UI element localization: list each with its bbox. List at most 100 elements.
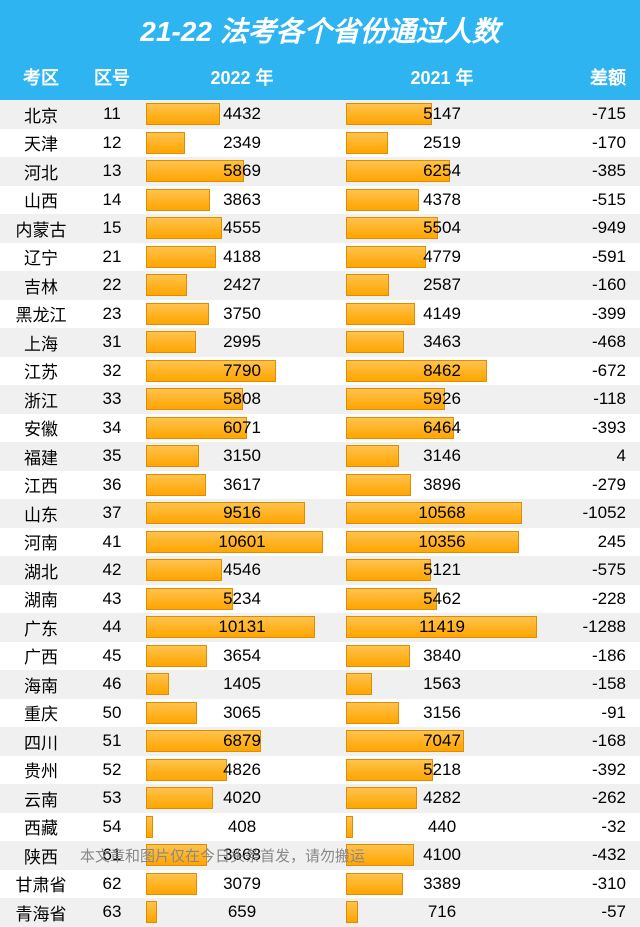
cell-code: 52: [82, 760, 142, 780]
header-region: 考区: [0, 64, 82, 90]
cell-code: 63: [82, 902, 142, 922]
cell-region: 福建: [0, 444, 82, 469]
cell-diff: -432: [542, 845, 640, 865]
bar-value: 4020: [146, 787, 338, 809]
cell-region: 内蒙古: [0, 216, 82, 241]
cell-region: 天津: [0, 130, 82, 155]
bar-value: 6071: [146, 417, 338, 439]
bar-value: 5121: [346, 559, 538, 581]
table-row: 北京1144325147-715: [0, 100, 640, 129]
table-row: 江苏3277908462-672: [0, 357, 640, 386]
table-row: 天津1223492519-170: [0, 129, 640, 158]
cell-2021: 10356: [342, 531, 542, 553]
bar-value: 6879: [146, 730, 338, 752]
bar-value: 2587: [346, 274, 538, 296]
cell-2022: 3668: [142, 844, 342, 866]
cell-2022: 408: [142, 816, 342, 838]
bar-value: 6464: [346, 417, 538, 439]
cell-code: 35: [82, 446, 142, 466]
bar-value: 10568: [346, 502, 538, 524]
cell-2022: 5869: [142, 160, 342, 182]
cell-region: 湖北: [0, 558, 82, 583]
cell-code: 21: [82, 247, 142, 267]
bar-value: 7047: [346, 730, 538, 752]
cell-code: 14: [82, 190, 142, 210]
cell-region: 浙江: [0, 387, 82, 412]
cell-2022: 9516: [142, 502, 342, 524]
cell-code: 41: [82, 532, 142, 552]
table-row: 贵州5248265218-392: [0, 756, 640, 785]
cell-2021: 4149: [342, 303, 542, 325]
bar-value: 3617: [146, 474, 338, 496]
table-row: 辽宁2141884779-591: [0, 243, 640, 272]
bar-value: 10131: [146, 616, 338, 638]
bar-value: 408: [146, 816, 338, 838]
bar-value: 10601: [146, 531, 338, 553]
table-row: 湖北4245465121-575: [0, 556, 640, 585]
cell-code: 51: [82, 731, 142, 751]
cell-2021: 5218: [342, 759, 542, 781]
cell-2022: 6071: [142, 417, 342, 439]
table-row: 内蒙古1545555504-949: [0, 214, 640, 243]
bar-value: 4555: [146, 217, 338, 239]
cell-code: 61: [82, 845, 142, 865]
cell-2022: 4546: [142, 559, 342, 581]
cell-2022: 4826: [142, 759, 342, 781]
cell-code: 42: [82, 560, 142, 580]
bar-value: 3863: [146, 189, 338, 211]
bar-value: 3896: [346, 474, 538, 496]
bar-value: 1405: [146, 673, 338, 695]
cell-2022: 3065: [142, 702, 342, 724]
cell-code: 43: [82, 589, 142, 609]
cell-region: 吉林: [0, 273, 82, 298]
cell-diff: 4: [542, 446, 640, 466]
cell-2022: 3654: [142, 645, 342, 667]
cell-region: 陕西: [0, 843, 82, 868]
cell-region: 黑龙江: [0, 301, 82, 326]
cell-code: 11: [82, 104, 142, 124]
cell-region: 北京: [0, 102, 82, 127]
cell-diff: -262: [542, 788, 640, 808]
cell-code: 33: [82, 389, 142, 409]
bar-value: 1563: [346, 673, 538, 695]
cell-2021: 5121: [342, 559, 542, 581]
cell-2021: 10568: [342, 502, 542, 524]
cell-code: 32: [82, 361, 142, 381]
cell-2022: 4555: [142, 217, 342, 239]
table-row: 青海省63659716-57: [0, 898, 640, 927]
table-row: 重庆5030653156-91: [0, 699, 640, 728]
cell-diff: -228: [542, 589, 640, 609]
bar-value: 3750: [146, 303, 338, 325]
cell-2021: 716: [342, 901, 542, 923]
cell-2022: 3617: [142, 474, 342, 496]
cell-diff: -118: [542, 389, 640, 409]
table-row: 河北1358696254-385: [0, 157, 640, 186]
header-code: 区号: [82, 64, 142, 90]
table-row: 湖南4352345462-228: [0, 585, 640, 614]
cell-2022: 10131: [142, 616, 342, 638]
table-row: 浙江3358085926-118: [0, 385, 640, 414]
cell-diff: -575: [542, 560, 640, 580]
header-diff: 差额: [542, 64, 640, 90]
cell-code: 22: [82, 275, 142, 295]
cell-region: 江苏: [0, 358, 82, 383]
bar-value: 5462: [346, 588, 538, 610]
cell-2021: 3156: [342, 702, 542, 724]
cell-2021: 440: [342, 816, 542, 838]
cell-2021: 4100: [342, 844, 542, 866]
cell-diff: -949: [542, 218, 640, 238]
cell-2022: 6879: [142, 730, 342, 752]
cell-diff: -310: [542, 874, 640, 894]
bar-value: 5808: [146, 388, 338, 410]
cell-code: 46: [82, 674, 142, 694]
cell-region: 海南: [0, 672, 82, 697]
table-row: 福建35315031464: [0, 442, 640, 471]
table-row: 广东441013111419-1288: [0, 613, 640, 642]
bar-value: 6254: [346, 160, 538, 182]
cell-2022: 2427: [142, 274, 342, 296]
cell-region: 西藏: [0, 814, 82, 839]
cell-region: 安徽: [0, 415, 82, 440]
cell-code: 53: [82, 788, 142, 808]
cell-2021: 5462: [342, 588, 542, 610]
cell-code: 37: [82, 503, 142, 523]
